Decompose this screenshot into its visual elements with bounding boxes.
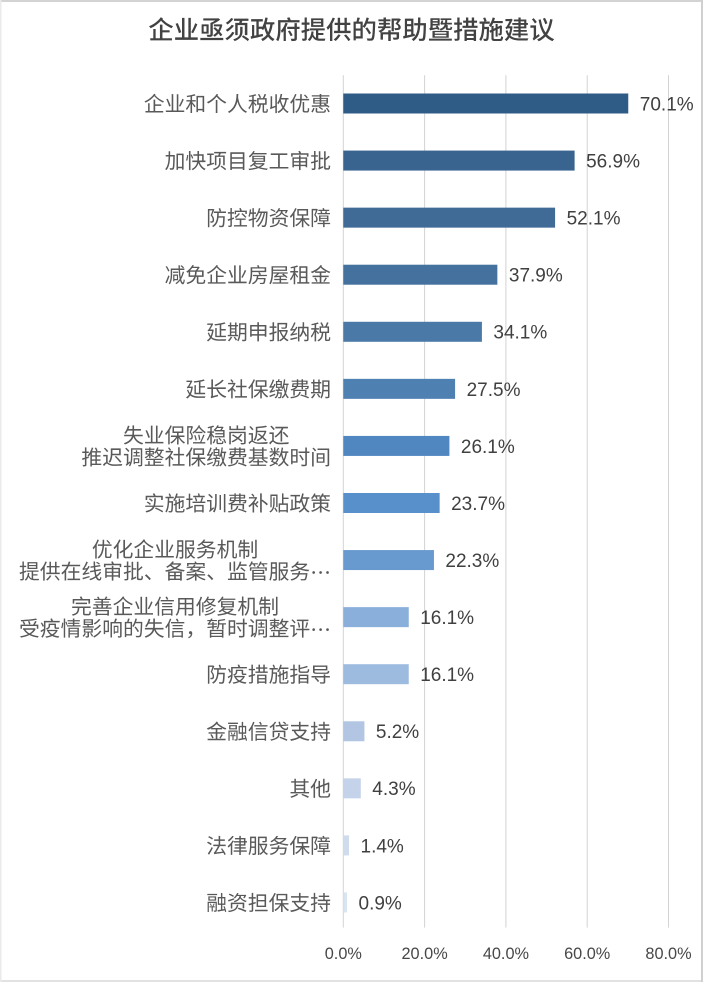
svg-text:5.2%: 5.2% <box>376 722 419 743</box>
svg-text:26.1%: 26.1% <box>461 437 515 458</box>
svg-text:70.1%: 70.1% <box>640 94 694 115</box>
svg-text:16.1%: 16.1% <box>420 665 474 686</box>
svg-text:37.9%: 37.9% <box>509 266 563 287</box>
svg-text:80.0%: 80.0% <box>645 945 691 963</box>
svg-text:27.5%: 27.5% <box>467 380 521 401</box>
svg-text:56.9%: 56.9% <box>586 151 640 172</box>
svg-text:23.7%: 23.7% <box>451 494 505 515</box>
svg-text:40.0%: 40.0% <box>483 945 529 963</box>
svg-text:0.0%: 0.0% <box>325 945 362 963</box>
svg-text:60.0%: 60.0% <box>564 945 610 963</box>
svg-text:0.9%: 0.9% <box>359 893 402 914</box>
svg-text:4.3%: 4.3% <box>372 779 415 800</box>
svg-text:22.3%: 22.3% <box>445 551 499 572</box>
svg-text:20.0%: 20.0% <box>402 945 448 963</box>
svg-text:16.1%: 16.1% <box>420 608 474 629</box>
svg-text:52.1%: 52.1% <box>567 209 621 230</box>
svg-text:34.1%: 34.1% <box>493 323 547 344</box>
svg-text:1.4%: 1.4% <box>361 836 404 857</box>
